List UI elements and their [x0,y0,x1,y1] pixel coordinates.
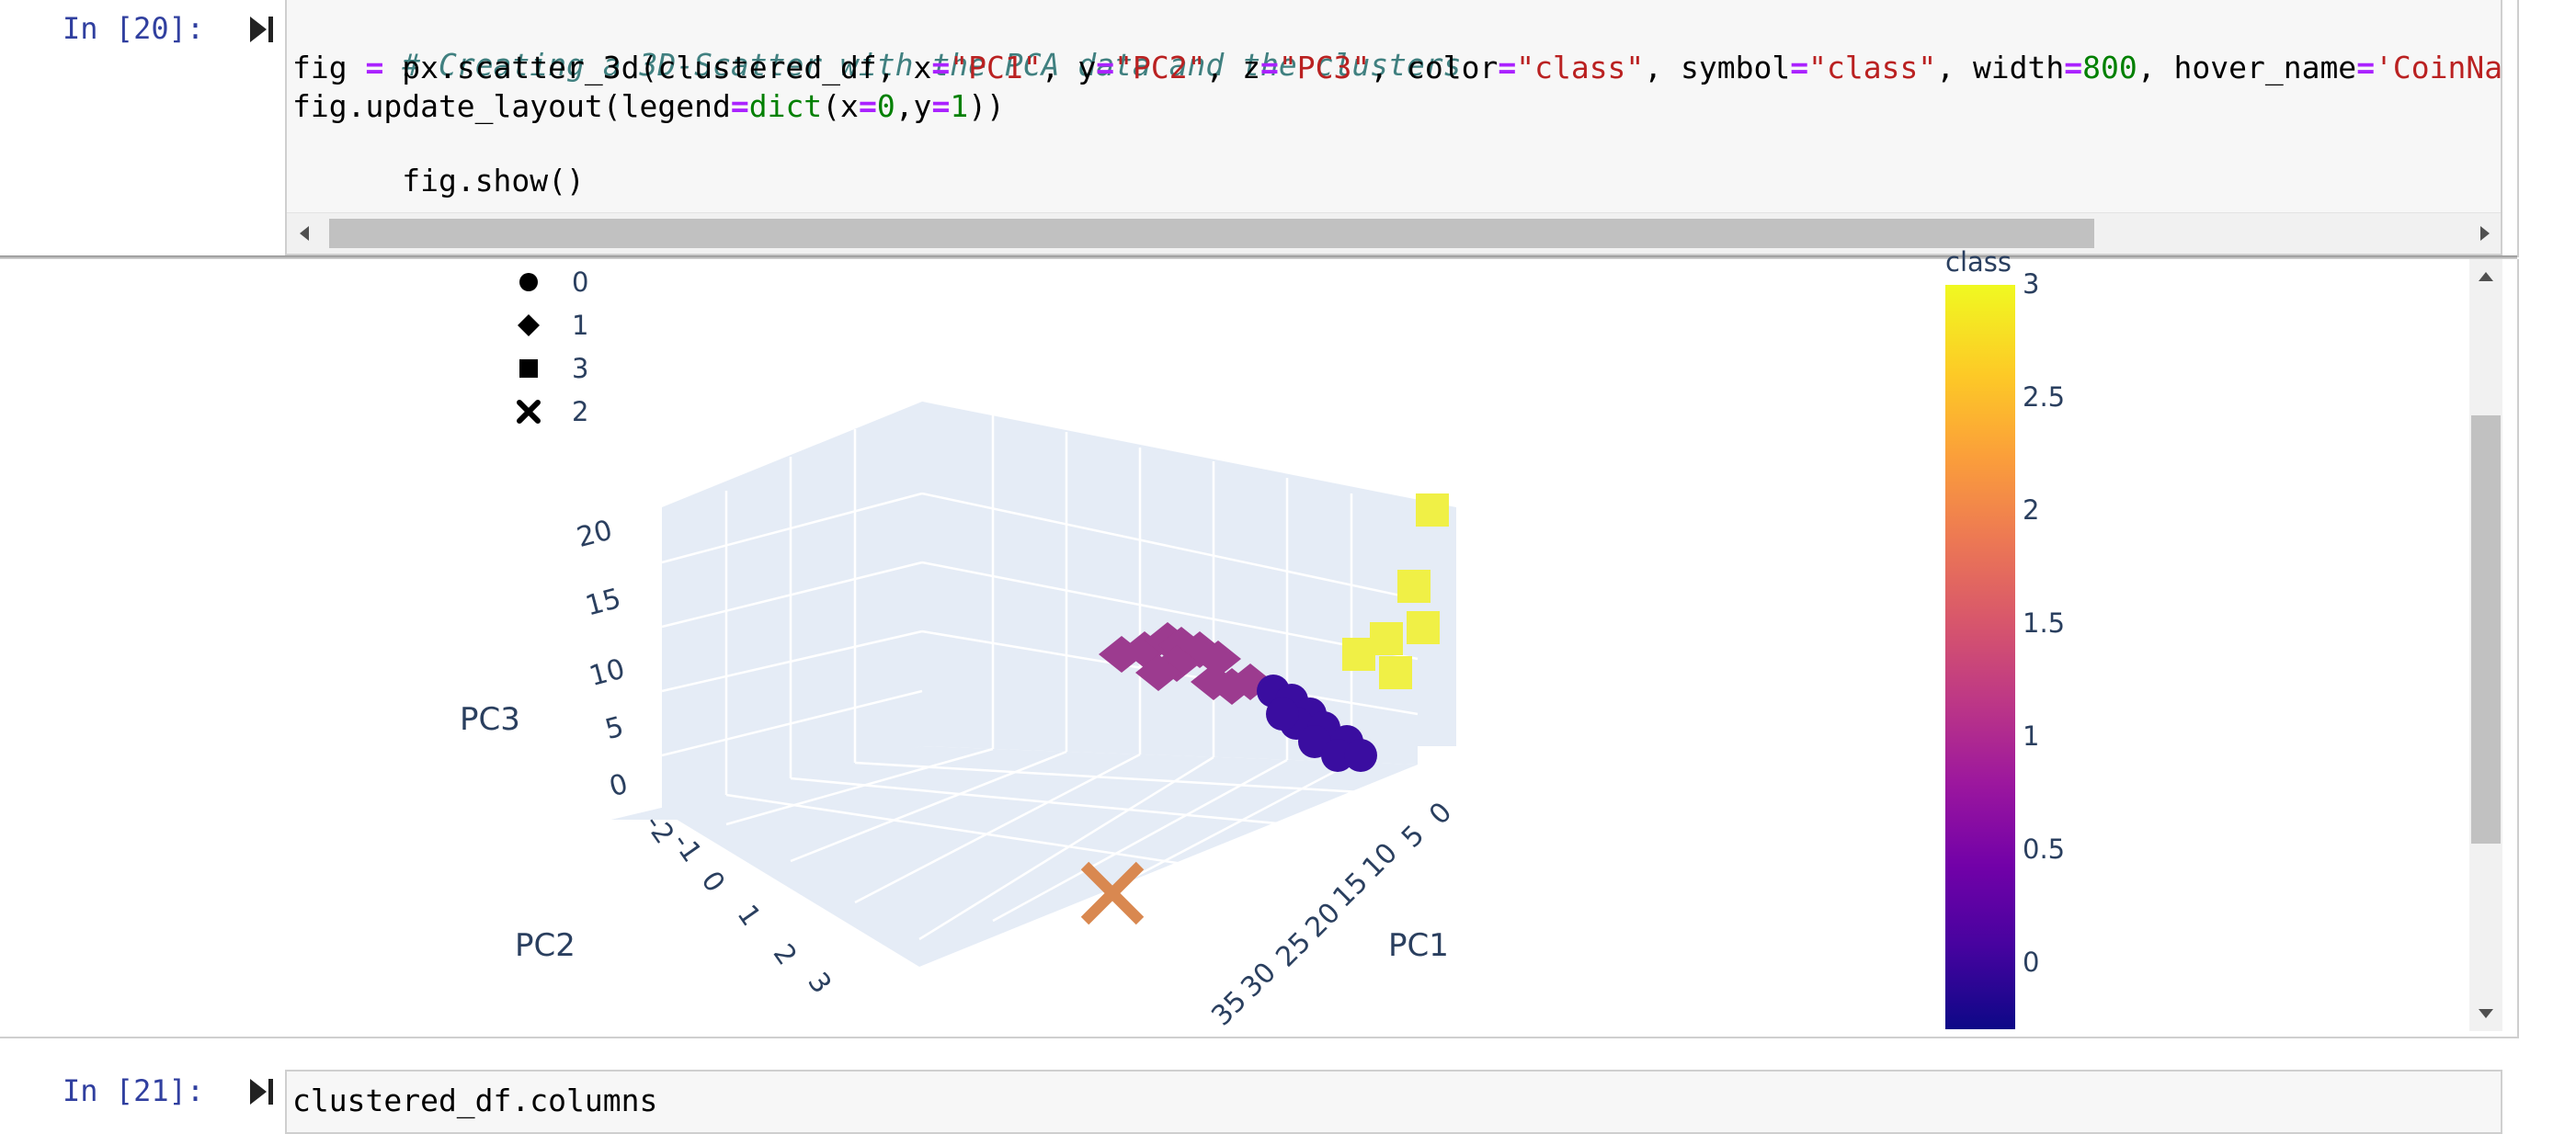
cell-prompt: In [20]: [63,11,205,46]
colorbar-title: class [1945,246,2012,278]
colorbar-tick: 2 [2023,494,2040,526]
scene-panel-right [922,402,1418,765]
y-tick-label: 3 [801,967,838,1000]
code-line-1: # Creating a 3D-Scatter with the PCA dat… [402,47,1462,83]
scroll-down-icon[interactable] [2477,1007,2495,1020]
axis-z-title: PC3 [460,701,520,738]
data-point [1266,697,1299,731]
x-tick-label: 10 [1356,837,1404,885]
data-point [1397,570,1430,603]
colorbar [1945,285,2015,1029]
data-point [1195,641,1241,677]
z-tick-label: 10 [586,652,628,693]
scroll-up-icon[interactable] [2477,270,2495,283]
run-cell-icon[interactable] [248,15,276,44]
scene-panel-left [662,402,922,811]
colorbar-tick: 0 [2023,947,2040,978]
code-line-1: clustered_df.columns [292,1083,658,1118]
code-editor[interactable]: # Creating a 3D-Scatter with the PCA dat… [285,0,2502,255]
x-icon [517,400,541,424]
colorbar-tick: 0.5 [2023,833,2066,865]
x-tick-label: 0 [1423,796,1458,831]
code-line-4: fig.show() [402,163,585,198]
data-point [1416,493,1449,527]
colorbar-tick: 1.5 [2023,607,2066,639]
scroll-left-icon[interactable] [298,224,311,243]
series-2-markers [1080,861,1145,925]
series-1-markers [1099,622,1273,705]
z-tick-label: 15 [582,583,624,623]
cell-divider-shadow [0,255,2517,261]
diamond-icon [518,314,540,336]
data-point [1344,739,1377,772]
square-icon [519,359,538,378]
data-point [1379,656,1412,689]
axis-z-ticks: 20 15 10 5 0 [574,514,632,803]
vertical-scroll-thumb[interactable] [2471,415,2501,844]
series-3-markers [1342,493,1449,689]
plotly-figure[interactable]: 0 1 3 2 [294,246,2135,1031]
data-point [1135,654,1181,691]
circle-icon [519,273,538,291]
code-line-2: fig = px.scatter_3d(clustered_df, x="PC1… [292,50,2502,85]
scroll-right-icon[interactable] [2479,224,2491,243]
code-editor[interactable]: clustered_df.columns [285,1070,2502,1134]
vertical-scrollbar[interactable] [2469,259,2502,1031]
data-point [1080,861,1145,925]
colorbar-tick: 1 [2023,720,2040,752]
y-tick-label: 1 [731,900,768,933]
code-cell-20[interactable]: In [20]: # Creating a 3D-Scatter with th… [0,0,2519,257]
axis-x-title: PC1 [1388,927,1449,964]
z-tick-label: 5 [602,710,628,746]
horizontal-scroll-thumb[interactable] [329,219,2094,248]
data-point [1342,638,1375,671]
horizontal-scrollbar[interactable] [287,212,2501,254]
run-cell-icon[interactable] [248,1077,276,1106]
colorbar-tick: 3 [2023,268,2040,300]
data-point [1407,611,1440,644]
code-line-3: fig.update_layout(legend=dict(x=0,y=1)) [292,88,1005,124]
cell-prompt: In [21]: [63,1073,205,1108]
z-tick-label: 0 [606,768,632,804]
series-0-markers [1257,675,1377,772]
x-tick-label: 5 [1396,819,1430,854]
scene-panel-floor [662,746,1418,967]
colorbar-tick: 2.5 [2023,381,2066,413]
data-point [1321,739,1354,772]
cell-output: 0 1 3 2 [0,246,2519,1038]
scatter-3d-scene[interactable]: 20 15 10 5 0 PC3 -2 -1 0 1 2 3 PC2 0 5 1 [294,259,1673,1031]
code-cell-21[interactable]: In [21]: clustered_df.columns [0,1053,2517,1134]
axis-y-title: PC2 [515,927,576,964]
z-tick-label: 20 [574,514,616,554]
y-tick-label: 2 [767,938,804,971]
y-tick-label: 0 [694,866,731,899]
scene-grid [661,415,1419,941]
